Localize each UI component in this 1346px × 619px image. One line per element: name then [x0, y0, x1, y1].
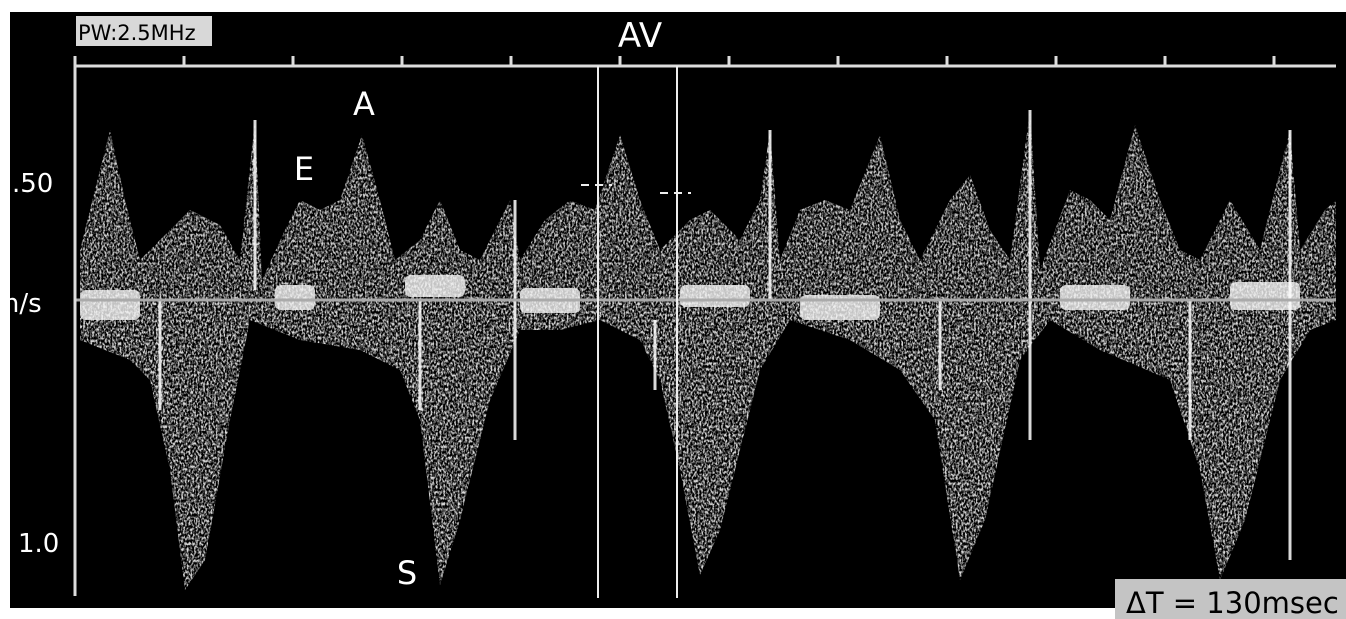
scale-label: 1.0 [18, 529, 59, 559]
measurement-box [1115, 579, 1346, 619]
wave-label: A [353, 85, 375, 123]
scale-unit: m/s [0, 289, 42, 319]
wave-label: S [397, 554, 417, 592]
forward-flow [80, 110, 1336, 300]
bright-band [1230, 282, 1300, 310]
scale-label: .50 [12, 169, 53, 199]
bright-band [405, 275, 465, 297]
bright-band [680, 285, 750, 307]
reverse-flow [80, 300, 1336, 590]
mode-label: PW:2.5MHz [78, 21, 196, 45]
wave-label: E [294, 150, 314, 188]
spectral-highlights [80, 110, 1300, 560]
view-label: AV [618, 16, 662, 56]
time-ticks [73, 56, 1276, 66]
mode-badge [76, 16, 212, 46]
bright-band [80, 290, 140, 320]
measurement-label: ΔT = 130msec [1126, 586, 1339, 619]
bright-band [1060, 285, 1130, 310]
bright-band [275, 285, 315, 310]
